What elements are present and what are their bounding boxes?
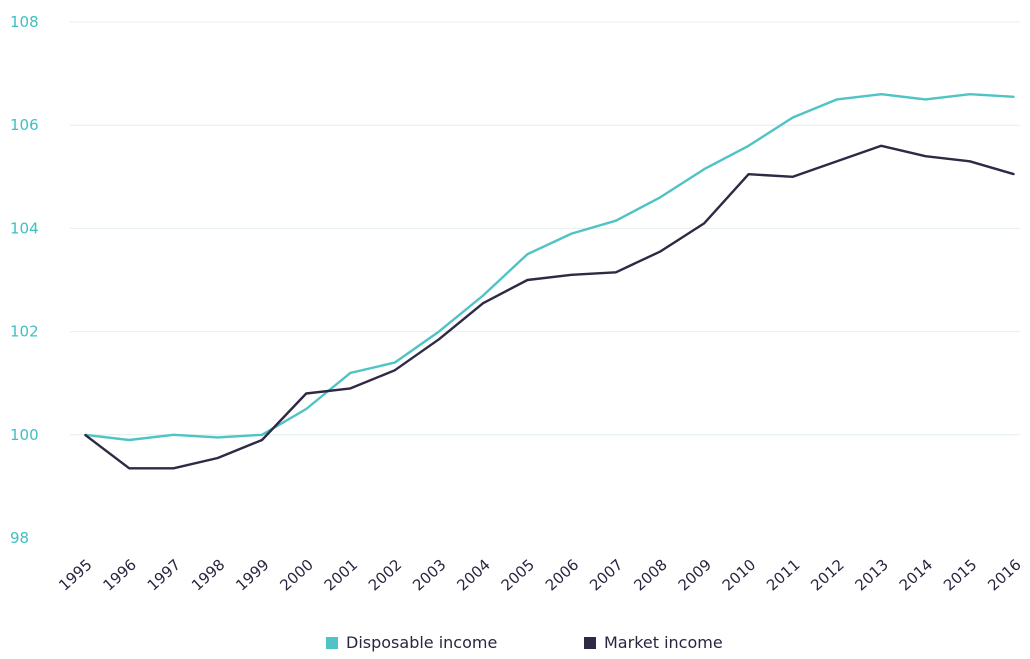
x-tick-label-2003: 2003: [409, 556, 449, 595]
x-tick-label-2005: 2005: [498, 556, 538, 595]
point-market-income-1997: [172, 467, 175, 470]
point-disposable-income-2006: [570, 232, 573, 235]
point-disposable-income-2013: [880, 93, 883, 96]
legend-item-disposable-income: Disposable income: [326, 633, 497, 652]
series-lines: [84, 92, 1015, 470]
point-disposable-income-2000: [305, 408, 307, 410]
point-disposable-income-2014: [924, 98, 927, 101]
x-tick-label-2014: 2014: [896, 556, 936, 595]
point-market-income-2006: [570, 274, 573, 276]
x-tick-label-2012: 2012: [807, 556, 847, 595]
point-market-income-2009: [703, 222, 706, 225]
x-tick-label-2015: 2015: [940, 556, 980, 595]
point-market-income-2003: [438, 338, 440, 341]
gridlines: [70, 21, 1020, 436]
point-market-income-2013: [880, 145, 883, 147]
point-disposable-income-1999: [261, 434, 263, 436]
legend: Disposable income Market income: [0, 633, 1030, 655]
point-disposable-income-2003: [438, 330, 440, 333]
legend-item-market-income: Market income: [584, 633, 723, 652]
x-tick-label-2016: 2016: [984, 556, 1024, 595]
point-market-income-2011: [792, 176, 794, 178]
point-market-income-2005: [526, 279, 529, 281]
point-market-income-2010: [747, 173, 750, 176]
y-tick-label-102: 102: [10, 323, 39, 341]
point-disposable-income-2015: [968, 93, 971, 96]
x-tick-label-1997: 1997: [144, 556, 184, 595]
series-line-market-income: [84, 144, 1015, 470]
point-market-income-2001: [349, 387, 352, 390]
point-disposable-income-1998: [216, 436, 219, 439]
point-disposable-income-2016: [1013, 96, 1015, 98]
x-tick-label-2009: 2009: [675, 556, 715, 595]
point-disposable-income-1996: [128, 439, 131, 441]
x-tick-label-1998: 1998: [188, 556, 228, 595]
x-tick-label-2002: 2002: [365, 556, 405, 595]
x-tick-label-2010: 2010: [719, 556, 759, 595]
point-market-income-1999: [261, 439, 263, 441]
point-disposable-income-2008: [659, 196, 661, 199]
x-tick-label-2011: 2011: [763, 556, 803, 595]
point-market-income-1996: [128, 467, 131, 470]
point-market-income-2004: [482, 302, 484, 305]
point-disposable-income-1997: [172, 434, 175, 436]
x-tick-label-2004: 2004: [453, 556, 493, 595]
x-tick-label-2008: 2008: [630, 556, 670, 595]
point-disposable-income-2012: [836, 98, 838, 101]
y-tick-label-100: 100: [10, 426, 39, 444]
point-market-income-2002: [393, 369, 396, 372]
point-disposable-income-2010: [747, 145, 750, 147]
series-line-disposable-income: [84, 92, 1015, 442]
y-axis-tick-labels: 98 100 102 104 106 108: [10, 13, 39, 547]
point-market-income-2012: [836, 160, 838, 163]
point-market-income-2000: [305, 392, 307, 395]
x-axis-tick-labels: 1995 1996 1997 1998 1999 2000 2001 2002 2003 2004…: [55, 556, 1024, 595]
y-tick-label-104: 104: [10, 219, 39, 237]
legend-swatch-market-income: [584, 636, 596, 649]
x-tick-label-2013: 2013: [852, 556, 892, 595]
point-disposable-income-2009: [703, 168, 706, 170]
point-disposable-income-2011: [792, 116, 794, 119]
point-market-income-2008: [659, 250, 661, 253]
x-tick-label-2007: 2007: [586, 556, 626, 595]
x-tick-label-1996: 1996: [99, 556, 139, 595]
y-tick-label-98: 98: [10, 529, 29, 547]
legend-swatch-disposable-income: [326, 636, 338, 649]
x-tick-label-1999: 1999: [232, 556, 272, 595]
x-tick-label-2000: 2000: [276, 556, 316, 595]
point-market-income-1995: [84, 434, 86, 436]
point-disposable-income-2007: [615, 219, 617, 222]
point-market-income-2016: [1013, 173, 1015, 176]
x-tick-label-1995: 1995: [55, 556, 95, 595]
y-tick-label-108: 108: [10, 13, 39, 31]
x-tick-label-2001: 2001: [321, 556, 361, 595]
point-market-income-2007: [615, 271, 617, 274]
point-market-income-2015: [968, 160, 971, 163]
legend-label-market-income: Market income: [604, 633, 723, 652]
legend-label-disposable-income: Disposable income: [346, 633, 498, 652]
point-market-income-1998: [216, 457, 219, 459]
point-disposable-income-2004: [482, 294, 484, 297]
x-tick-label-2006: 2006: [542, 556, 582, 595]
y-tick-label-106: 106: [10, 116, 39, 134]
point-market-income-2014: [924, 155, 927, 157]
point-disposable-income-2005: [526, 253, 529, 255]
point-disposable-income-2001: [349, 372, 352, 374]
point-disposable-income-2002: [393, 361, 396, 364]
